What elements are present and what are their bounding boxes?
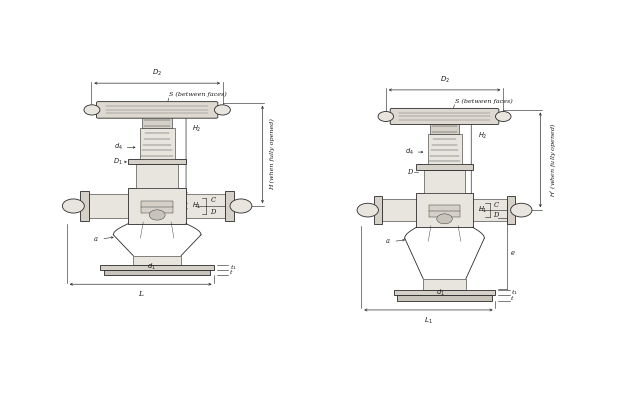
Bar	[417, 193, 473, 227]
FancyBboxPatch shape	[97, 102, 218, 118]
Bar	[128, 159, 186, 164]
Circle shape	[511, 203, 532, 217]
Text: D: D	[493, 211, 499, 219]
Text: $t_1$: $t_1$	[511, 288, 518, 297]
Text: S (between faces): S (between faces)	[455, 98, 513, 103]
Bar	[133, 255, 181, 265]
Bar	[100, 265, 214, 270]
Text: $H_2$: $H_2$	[477, 131, 487, 140]
Text: d: d	[178, 206, 182, 214]
Text: $H_1$: $H_1$	[193, 201, 202, 211]
Text: H (when fully opened): H (when fully opened)	[270, 119, 275, 190]
Bar	[424, 169, 465, 193]
Circle shape	[378, 112, 394, 122]
Text: a: a	[93, 235, 97, 243]
Bar	[142, 112, 172, 128]
Bar	[89, 194, 225, 218]
Text: $d_1$: $d_1$	[436, 288, 445, 298]
Text: $D_2$: $D_2$	[440, 75, 449, 85]
Text: a: a	[385, 237, 389, 246]
Text: C: C	[211, 196, 216, 204]
Circle shape	[230, 199, 252, 213]
Bar	[128, 188, 186, 224]
Text: C: C	[493, 201, 499, 209]
Bar	[104, 270, 211, 275]
Text: $d_4$: $d_4$	[115, 142, 123, 152]
Circle shape	[436, 214, 452, 224]
Text: $d_1$: $d_1$	[147, 262, 156, 272]
Text: $d_4$: $d_4$	[405, 147, 414, 157]
Bar	[374, 197, 383, 224]
Bar	[394, 290, 495, 295]
Text: $H_1$: $H_1$	[477, 205, 487, 215]
Bar	[225, 191, 234, 221]
Circle shape	[495, 112, 511, 122]
Bar	[417, 164, 473, 169]
Circle shape	[357, 203, 378, 217]
Text: L: L	[138, 290, 143, 298]
Text: $t_1$: $t_1$	[230, 263, 237, 272]
Text: S (between faces): S (between faces)	[170, 92, 227, 97]
Text: e: e	[511, 249, 515, 257]
Text: t: t	[511, 295, 513, 301]
Circle shape	[63, 199, 84, 213]
Circle shape	[149, 210, 165, 220]
Bar	[383, 199, 507, 221]
Bar	[136, 164, 178, 188]
Text: $H'$ (when fully opened): $H'$ (when fully opened)	[548, 123, 558, 197]
Bar	[80, 191, 89, 221]
Text: D: D	[211, 208, 216, 216]
Text: D: D	[408, 168, 413, 176]
Circle shape	[214, 105, 230, 115]
Text: $H_2$: $H_2$	[193, 124, 202, 134]
Text: $D_2$: $D_2$	[152, 68, 162, 78]
Bar	[141, 201, 173, 213]
FancyBboxPatch shape	[390, 108, 499, 124]
Text: t: t	[230, 270, 232, 275]
Text: $D_1$: $D_1$	[113, 157, 123, 167]
Bar	[397, 295, 492, 301]
Bar	[507, 197, 515, 224]
Bar	[140, 128, 175, 159]
Text: $L_1$: $L_1$	[424, 316, 433, 326]
Bar	[429, 205, 460, 217]
Bar	[430, 118, 459, 134]
Bar	[428, 134, 461, 164]
Bar	[423, 279, 466, 290]
Circle shape	[84, 105, 100, 115]
